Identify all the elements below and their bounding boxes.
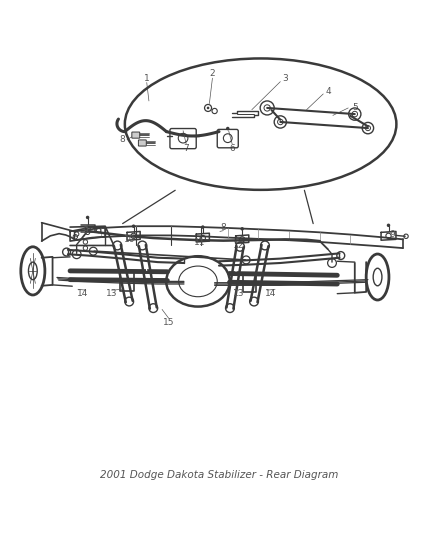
Circle shape bbox=[201, 225, 205, 229]
Text: 11: 11 bbox=[194, 238, 205, 247]
Circle shape bbox=[207, 107, 209, 109]
Text: 12: 12 bbox=[233, 241, 244, 250]
Circle shape bbox=[387, 223, 390, 227]
Circle shape bbox=[86, 216, 89, 219]
Circle shape bbox=[226, 127, 230, 130]
Circle shape bbox=[132, 224, 135, 228]
Text: 14: 14 bbox=[265, 289, 276, 298]
Text: 3: 3 bbox=[282, 74, 288, 83]
Text: 10: 10 bbox=[124, 235, 135, 244]
Text: 9: 9 bbox=[82, 226, 88, 235]
Text: 8: 8 bbox=[119, 135, 125, 144]
Text: 6: 6 bbox=[229, 144, 235, 153]
Text: 1: 1 bbox=[144, 74, 150, 83]
Text: 13: 13 bbox=[233, 289, 244, 298]
FancyBboxPatch shape bbox=[138, 140, 146, 146]
Text: 7: 7 bbox=[183, 144, 189, 153]
Text: 2001 Dodge Dakota Stabilizer - Rear Diagram: 2001 Dodge Dakota Stabilizer - Rear Diag… bbox=[100, 470, 338, 480]
Text: 14: 14 bbox=[77, 289, 88, 298]
Text: 2: 2 bbox=[210, 69, 215, 78]
Text: 8: 8 bbox=[220, 223, 226, 231]
Text: 5: 5 bbox=[352, 103, 358, 112]
Text: 15: 15 bbox=[163, 318, 174, 327]
Circle shape bbox=[240, 227, 244, 231]
Text: 13: 13 bbox=[106, 289, 117, 298]
Text: 9: 9 bbox=[389, 230, 395, 239]
Text: 4: 4 bbox=[326, 87, 331, 96]
FancyBboxPatch shape bbox=[132, 132, 140, 138]
